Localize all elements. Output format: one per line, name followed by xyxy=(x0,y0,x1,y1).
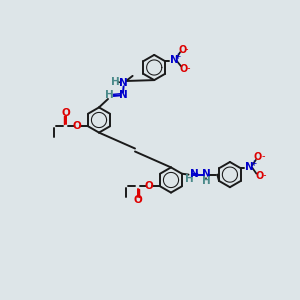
Text: H: H xyxy=(105,90,114,100)
Text: O: O xyxy=(61,107,70,118)
Text: H: H xyxy=(111,76,120,87)
Text: O: O xyxy=(72,121,81,131)
Text: O: O xyxy=(180,64,188,74)
Text: H: H xyxy=(202,176,210,186)
Text: -: - xyxy=(185,44,188,54)
Text: -: - xyxy=(187,63,190,74)
Text: N: N xyxy=(118,90,127,100)
Text: +: + xyxy=(250,159,256,168)
Text: O: O xyxy=(255,171,263,181)
Text: O: O xyxy=(133,195,142,206)
Text: O: O xyxy=(254,152,262,163)
Text: N: N xyxy=(202,169,210,179)
Text: O: O xyxy=(178,45,186,55)
Text: O: O xyxy=(144,181,153,191)
Text: +: + xyxy=(175,52,181,61)
Text: N: N xyxy=(190,169,199,179)
Text: -: - xyxy=(262,170,266,180)
Text: N: N xyxy=(119,78,128,88)
Text: H: H xyxy=(185,174,194,184)
Text: N: N xyxy=(245,162,254,172)
Text: N: N xyxy=(170,55,178,65)
Text: -: - xyxy=(261,151,265,161)
